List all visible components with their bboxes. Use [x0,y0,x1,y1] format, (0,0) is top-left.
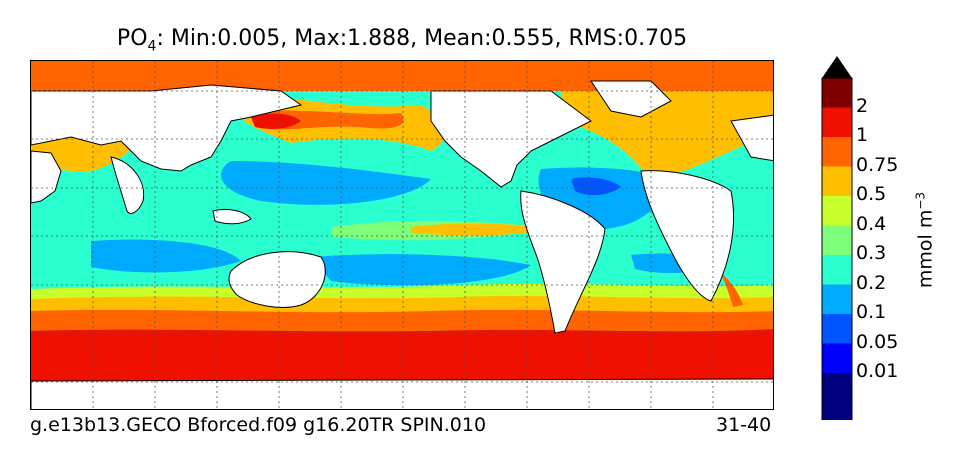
ocean-contour-map [31,61,773,409]
title-stats: : Min:0.005, Max:1.888, Mean:0.555, RMS:… [156,26,688,51]
colorbar-segment [822,314,852,344]
land-australia [228,251,326,308]
colorbar-segment [822,78,852,108]
southern-orange-band [31,306,773,332]
southern-yellow-band [31,291,773,313]
land-africa-east [31,150,62,204]
colorbar-segment [822,166,852,196]
colorbar-tick-label: 0.05 [856,330,899,353]
colorbar-segment [822,196,852,226]
arctic-band [31,61,773,91]
land-indonesia [212,208,252,225]
colorbar-segment [822,284,852,314]
benguela-upwelling [721,273,743,307]
colorbar-over-arrow [822,56,852,78]
colorbar-tick-label: 0.3 [856,242,887,264]
colorbar [821,56,853,420]
graticule [31,61,773,409]
colorbar-border [821,77,853,420]
colorbar-segment [822,343,852,373]
land-antarctica [31,378,773,409]
colorbar-segment [822,137,852,167]
south-indian-gyre [91,239,241,273]
title-subscript: 4 [147,38,157,55]
map-panel [30,60,774,410]
colorbar-segment [822,373,852,403]
north-pacific-gyre [221,161,431,205]
north-atlantic-yellow [561,91,773,181]
colorbar-segment [822,225,852,255]
years-label: 31-40 [716,414,772,436]
colorbar-segment [822,107,852,137]
sargasso-low [571,177,621,196]
units-base: mmol m [914,209,937,289]
case-name-label: g.e13b13.GECO Bforced.f09 g16.20TR SPIN.… [30,414,487,436]
okhotsk-red [251,113,301,129]
colorbar-tick-label: 0.5 [856,183,887,205]
colorbar-tick-label: 0.01 [856,360,899,382]
colorbar-tick-label: 0.75 [856,153,899,176]
north-pacific-orange [261,110,404,130]
units-exponent: −3 [913,191,928,210]
colorbar-tick-label: 0.4 [856,212,887,235]
title-species: PO [116,26,148,51]
colorbar-units: mmol m−3 [913,192,936,288]
south-pacific-gyre [311,254,531,286]
southern-lime-band [31,283,773,299]
equatorial-pacific-yellow [411,223,551,236]
colorbar-tick-label: 0.1 [856,301,887,323]
plot-title: PO4: Min:0.005, Max:1.888, Mean:0.555, R… [30,26,774,54]
land-europe [730,114,773,162]
colorbar-tick-label: 2 [856,94,869,117]
colorbar-segment [822,255,852,285]
land-south-america [520,190,606,334]
land-india [110,156,145,214]
colorbar-segment-under [822,402,852,420]
colorbar-tick-label: 0.2 [856,271,887,294]
colorbar-tick-label: 1 [856,124,869,146]
